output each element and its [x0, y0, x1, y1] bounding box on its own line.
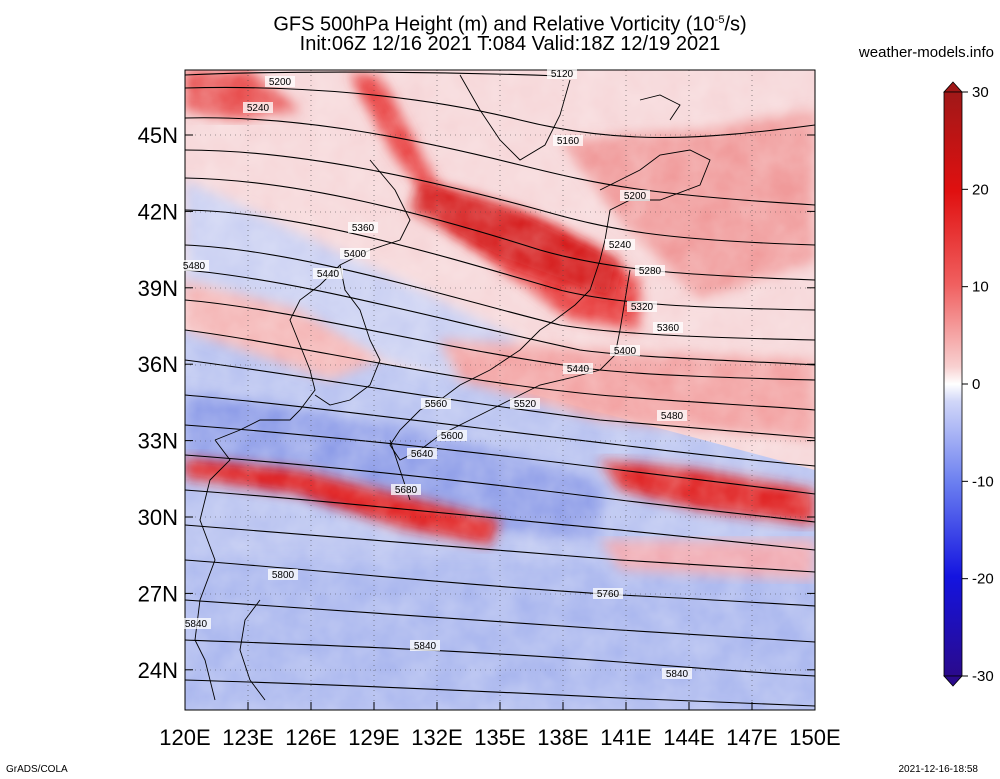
lat-label: 33N	[138, 429, 178, 454]
contour-label: 5640	[411, 449, 434, 460]
lon-label: 135E	[474, 725, 525, 750]
colorbar-tick-label: -20	[972, 571, 994, 588]
contour-label-bg	[593, 588, 623, 599]
contour-label: 5120	[551, 69, 574, 80]
contour-label-bg	[610, 345, 640, 356]
contour-label-bg	[547, 68, 577, 79]
contour-label: 5680	[395, 485, 418, 496]
colorbar-tick-label: 30	[972, 84, 989, 101]
colorbar-bottom-arrow	[943, 675, 963, 687]
lon-label: 147E	[726, 725, 777, 750]
contour-label-bg	[553, 135, 583, 146]
contour-label-bg	[340, 248, 370, 259]
contour-label-bg	[662, 668, 692, 679]
footer-timestamp: 2021-12-16-18:58	[898, 764, 978, 775]
contour-label: 5480	[661, 411, 684, 422]
lon-label: 123E	[222, 725, 273, 750]
colorbar-top-arrow	[943, 81, 963, 93]
contour-label-bg	[653, 322, 683, 333]
contour-label: 5440	[567, 364, 590, 375]
lat-label: 45N	[138, 123, 178, 148]
contour-label-bg	[313, 268, 343, 279]
map-subtitle: Init:06Z 12/16 2021 T:084 Valid:18Z 12/1…	[299, 33, 721, 55]
lat-label: 24N	[138, 658, 178, 683]
lon-label: 138E	[537, 725, 588, 750]
contour-label: 5320	[631, 302, 654, 313]
contour-label-bg	[437, 430, 467, 441]
coastlines	[194, 74, 711, 701]
contour-label-bg	[635, 265, 665, 276]
contour-label: 5440	[317, 269, 340, 280]
lat-label: 39N	[138, 276, 178, 301]
colorbar-tick-label: 20	[972, 181, 989, 198]
contour-label: 5400	[614, 346, 637, 357]
contour-label: 5560	[425, 399, 448, 410]
colorbar-tick-label: 10	[972, 279, 989, 296]
lon-label: 150E	[789, 725, 840, 750]
contour-label: 5600	[441, 431, 464, 442]
lon-label: 126E	[285, 725, 336, 750]
contour-label-bg	[391, 484, 421, 495]
lon-label: 120E	[159, 725, 210, 750]
contour-label-bg	[620, 190, 650, 201]
contour-label: 5520	[514, 399, 537, 410]
lon-label: 141E	[600, 725, 651, 750]
contour-label: 5200	[269, 77, 292, 88]
contour-label: 5240	[247, 103, 270, 114]
map-title: GFS 500hPa Height (m) and Relative Vorti…	[130, 8, 890, 37]
colorbar-tick-label: -10	[972, 473, 994, 490]
contour-label-bg	[410, 640, 440, 651]
lat-label: 27N	[138, 581, 178, 606]
title-text: GFS 500hPa Height (m) and Relative Vorti…	[273, 13, 715, 36]
title-unit: /s)	[724, 13, 747, 36]
contour-label-bg	[181, 618, 211, 629]
lat-label: 42N	[138, 199, 178, 224]
contour-label-bg	[265, 76, 295, 87]
contour-label-bg	[510, 398, 540, 409]
colorbar-tick-label: -30	[972, 668, 994, 685]
contour-label-group: 5120516052005200524052405280532053605360…	[179, 68, 692, 680]
contour-label: 5760	[597, 589, 620, 600]
contour-label: 5360	[657, 323, 680, 334]
site-credit: weather-models.info	[858, 44, 994, 61]
lon-label: 132E	[411, 725, 462, 750]
footer-credit: GrADS/COLA	[6, 764, 68, 775]
contour-label-bg	[563, 363, 593, 374]
contour-label-bg	[268, 569, 298, 580]
contour-label-bg	[179, 260, 209, 271]
contour-label: 5200	[624, 191, 647, 202]
contour-label: 5400	[344, 249, 367, 260]
colorbar: 30 20 10 0 -10 -20 -30	[943, 81, 994, 687]
contour-label: 5160	[557, 136, 580, 147]
contour-label-bg	[348, 222, 378, 233]
contour-label-bg	[657, 410, 687, 421]
contour-label: 5840	[666, 669, 689, 680]
lon-label: 129E	[348, 725, 399, 750]
contour-label: 5360	[352, 223, 375, 234]
axis-group: 120E 123E 126E 129E 132E 135E 138E 141E 144E 147E…	[138, 123, 841, 750]
title-exponent: -5	[714, 14, 725, 26]
contour-label-bg	[421, 398, 451, 409]
contour-label: 5800	[272, 570, 295, 581]
contour-label: 5840	[185, 619, 208, 630]
colorbar-ramp	[943, 91, 963, 677]
lat-label: 36N	[138, 352, 178, 377]
lat-label: 30N	[138, 505, 178, 530]
colorbar-tick-label: 0	[972, 376, 980, 393]
contour-label: 5240	[609, 240, 632, 251]
contour-label: 5840	[414, 641, 437, 652]
contour-label: 5480	[183, 261, 206, 272]
contour-label-bg	[627, 301, 657, 312]
contour-label-bg	[243, 102, 273, 113]
height-contours	[185, 71, 815, 707]
contour-label: 5280	[639, 266, 662, 277]
lon-label: 144E	[663, 725, 714, 750]
lat-lon-grid	[185, 70, 815, 710]
contour-label-bg	[605, 239, 635, 250]
contour-label-bg	[407, 448, 437, 459]
